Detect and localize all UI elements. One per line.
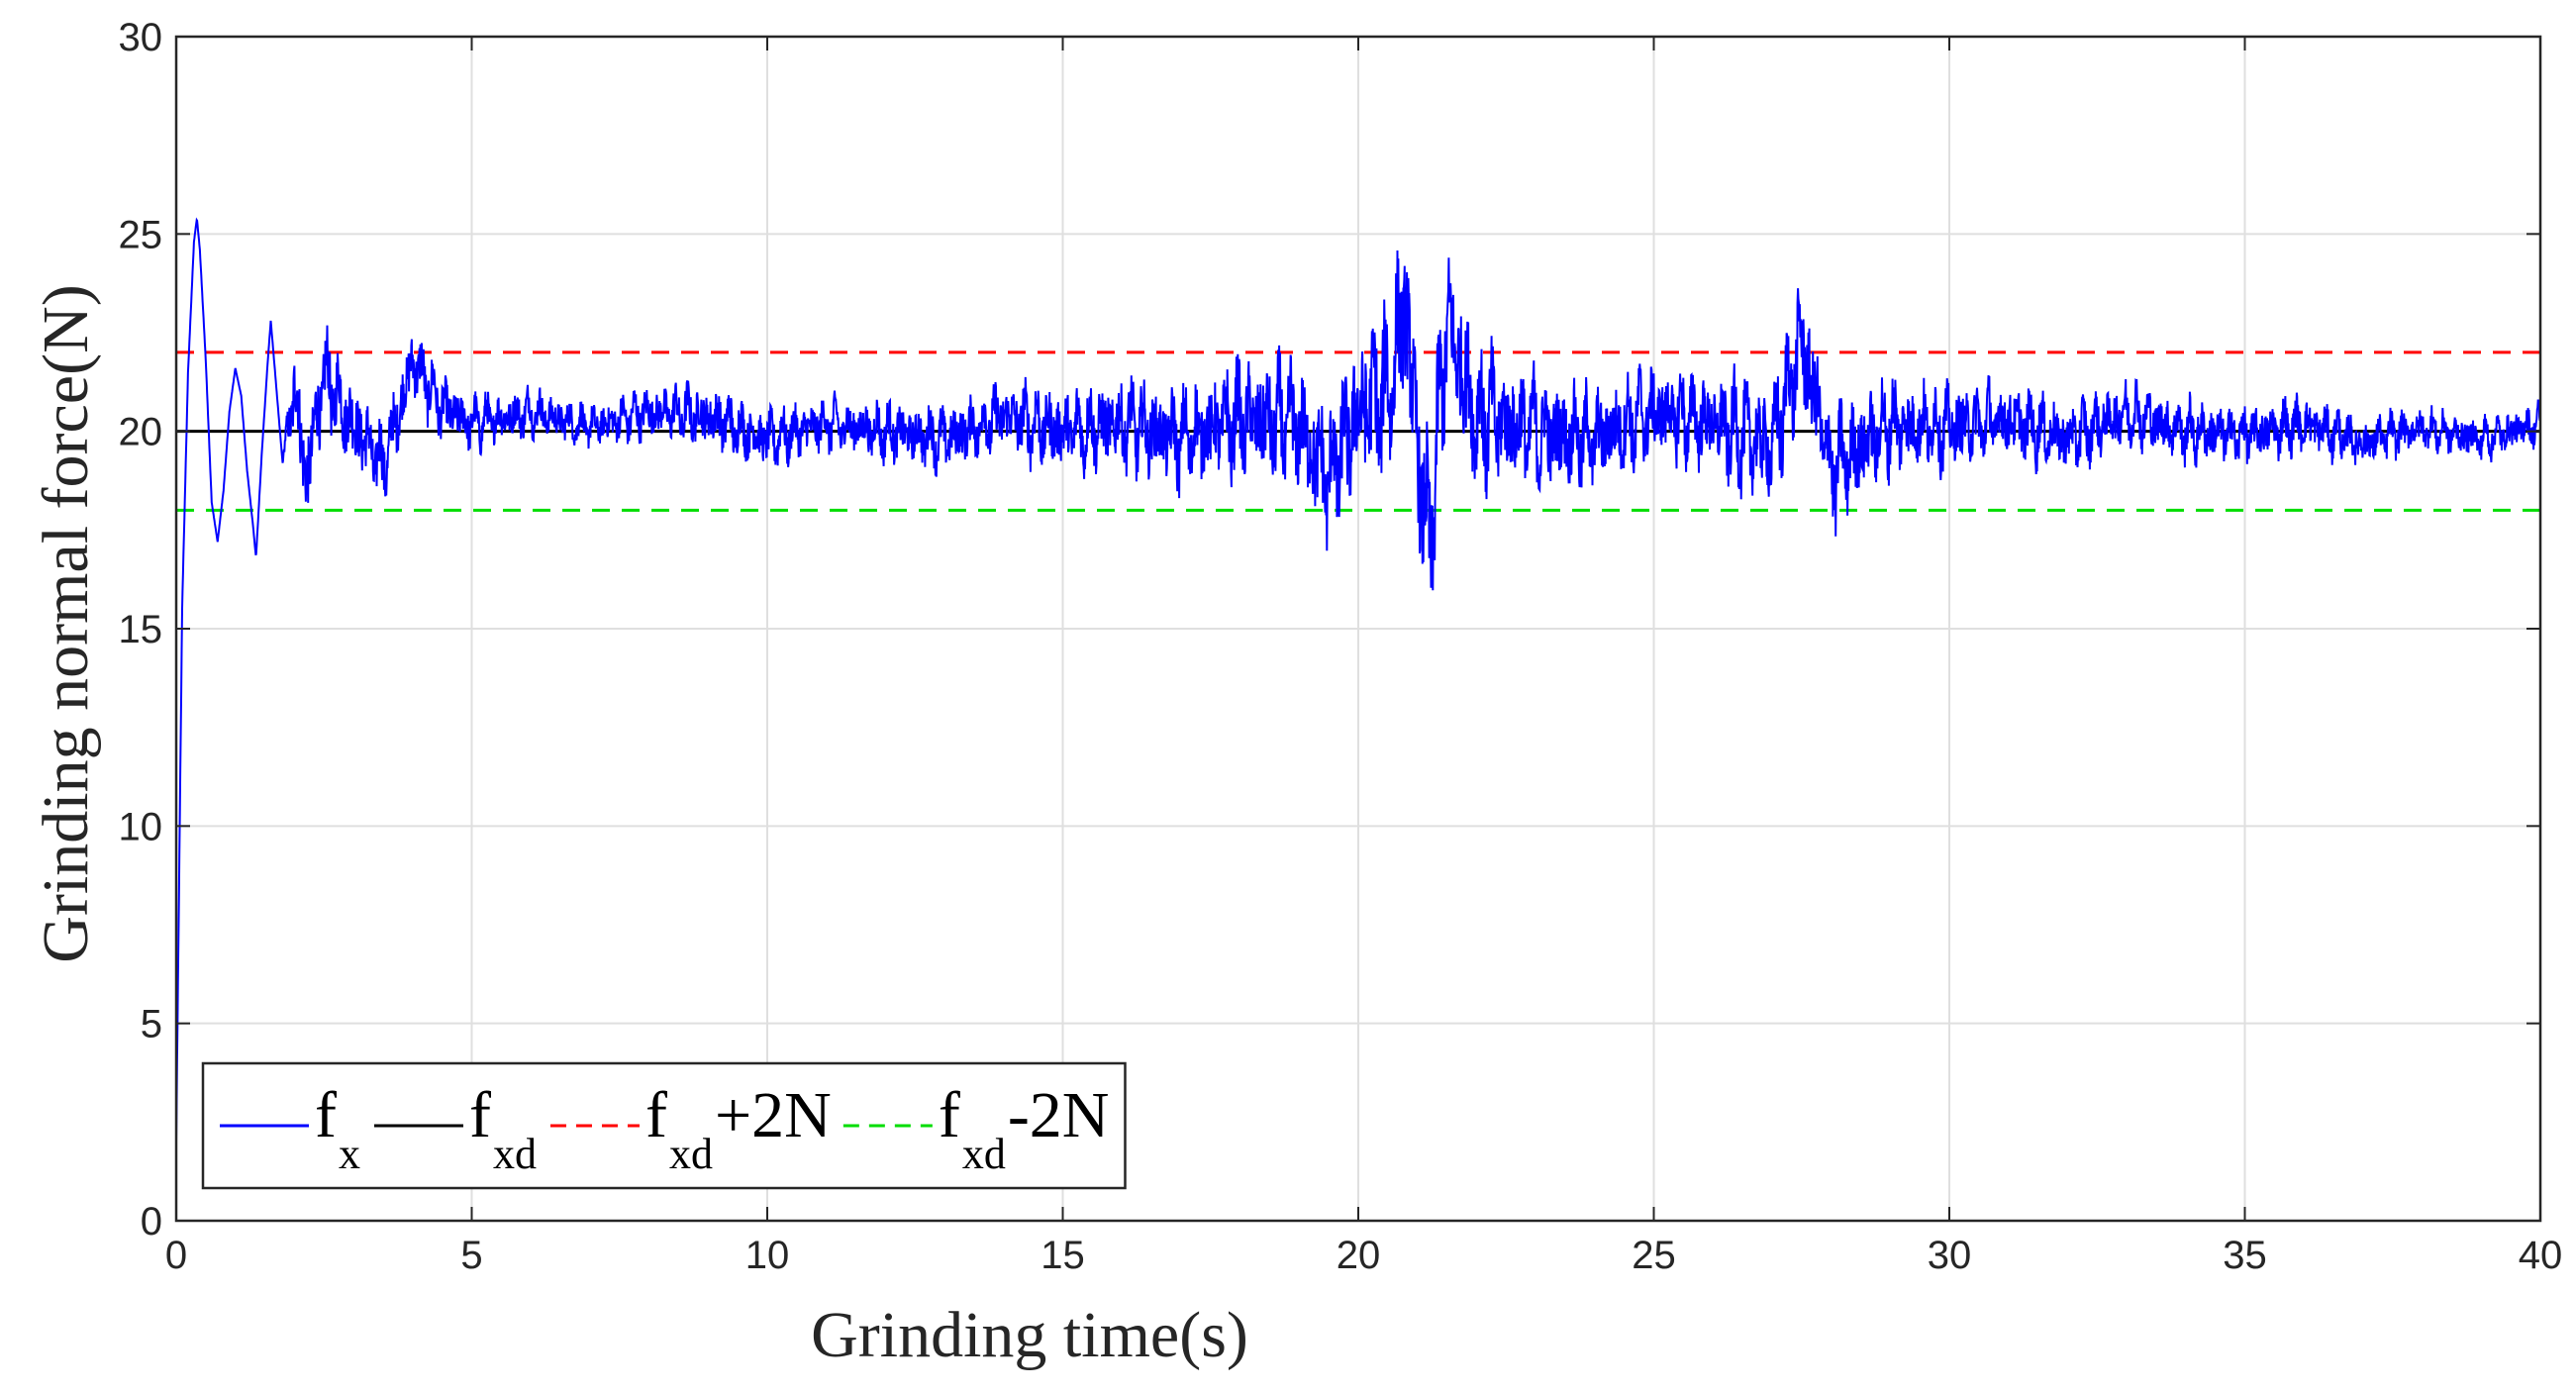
series-line-0: [175, 217, 2541, 1143]
legend-label-suffix-3: -2N: [1008, 1079, 1110, 1151]
grid: [175, 36, 2541, 1222]
x-tick-label: 25: [1632, 1234, 1676, 1277]
x-tick-label: 10: [745, 1234, 790, 1277]
x-tick-label: 30: [1928, 1234, 1972, 1277]
x-tick-label: 0: [165, 1234, 187, 1277]
x-tick-label: 35: [2223, 1234, 2267, 1277]
x-tick-label: 15: [1040, 1234, 1085, 1277]
legend-label-suffix-2: +2N: [715, 1079, 832, 1151]
tick-labels: 0 5 10 15 20 25 30 35 40 0 5 10 15 20 25 30: [119, 16, 2563, 1277]
y-tick-label: 0: [141, 1200, 162, 1244]
legend-label-1: f: [469, 1079, 491, 1151]
legend-label-sub-1: xd: [493, 1130, 537, 1178]
x-tick-label: 40: [2519, 1234, 2563, 1277]
y-tick-label: 5: [141, 1003, 162, 1046]
x-tick-label: 20: [1337, 1234, 1381, 1277]
legend-box: [201, 1061, 1127, 1190]
legend-label-3: f: [939, 1079, 960, 1151]
y-tick-label: 20: [119, 411, 163, 454]
y-tick-label: 15: [119, 608, 163, 651]
axes: [174, 35, 2542, 1223]
x-axis-label: Grinding time(s): [811, 1299, 1248, 1371]
legend-label-sub-3: xd: [962, 1130, 1006, 1178]
y-tick-label: 25: [119, 213, 163, 256]
legend-label-2: f: [645, 1079, 667, 1151]
legend-label-0: f: [315, 1079, 337, 1151]
x-tick-label: 5: [460, 1234, 482, 1277]
legend-label-sub-2: xd: [669, 1130, 713, 1178]
y-axis-label: Grinding normal force(N): [30, 284, 102, 962]
y-tick-label: 10: [119, 805, 163, 848]
legend-label-sub-0: x: [339, 1130, 360, 1178]
force-signal: [175, 217, 2541, 1143]
y-tick-label: 30: [119, 16, 163, 59]
